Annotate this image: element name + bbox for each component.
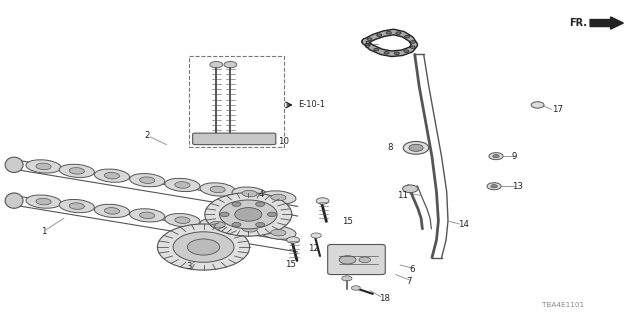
Ellipse shape bbox=[232, 187, 267, 200]
Circle shape bbox=[489, 153, 503, 160]
Circle shape bbox=[374, 48, 379, 51]
Text: 10: 10 bbox=[278, 137, 289, 146]
FancyArrow shape bbox=[590, 17, 623, 29]
Ellipse shape bbox=[242, 226, 257, 232]
Circle shape bbox=[339, 256, 356, 264]
Ellipse shape bbox=[130, 209, 164, 222]
Text: FR.: FR. bbox=[570, 18, 588, 28]
Circle shape bbox=[409, 144, 423, 151]
Text: 14: 14 bbox=[458, 220, 468, 229]
Ellipse shape bbox=[261, 226, 296, 239]
Circle shape bbox=[287, 237, 300, 243]
Ellipse shape bbox=[140, 177, 155, 183]
Circle shape bbox=[256, 202, 265, 206]
Ellipse shape bbox=[95, 204, 129, 218]
Circle shape bbox=[493, 155, 499, 158]
Ellipse shape bbox=[104, 208, 120, 214]
Ellipse shape bbox=[200, 218, 235, 231]
Circle shape bbox=[224, 61, 237, 68]
Circle shape bbox=[377, 34, 382, 36]
Ellipse shape bbox=[104, 172, 120, 179]
Text: 18: 18 bbox=[379, 294, 390, 303]
Circle shape bbox=[232, 202, 241, 206]
Text: 4: 4 bbox=[259, 190, 264, 199]
Circle shape bbox=[403, 141, 429, 154]
Circle shape bbox=[359, 257, 371, 263]
Ellipse shape bbox=[140, 212, 155, 219]
Circle shape bbox=[188, 239, 220, 255]
Text: 5: 5 bbox=[364, 41, 370, 50]
Text: 17: 17 bbox=[552, 105, 563, 114]
Circle shape bbox=[410, 46, 415, 48]
Text: 15: 15 bbox=[342, 217, 353, 226]
Circle shape bbox=[210, 61, 223, 68]
FancyBboxPatch shape bbox=[328, 244, 385, 275]
Circle shape bbox=[220, 212, 229, 217]
Circle shape bbox=[232, 222, 241, 227]
Ellipse shape bbox=[261, 191, 296, 204]
Circle shape bbox=[367, 38, 372, 41]
Text: E-10-1: E-10-1 bbox=[298, 100, 325, 109]
Ellipse shape bbox=[36, 163, 51, 170]
Text: 11: 11 bbox=[397, 191, 408, 200]
Circle shape bbox=[365, 43, 371, 46]
FancyBboxPatch shape bbox=[193, 133, 276, 145]
Ellipse shape bbox=[60, 199, 94, 213]
Circle shape bbox=[384, 52, 389, 54]
Circle shape bbox=[235, 208, 262, 221]
Circle shape bbox=[173, 232, 234, 262]
Ellipse shape bbox=[210, 221, 225, 228]
Ellipse shape bbox=[36, 198, 51, 205]
Ellipse shape bbox=[95, 169, 129, 182]
Ellipse shape bbox=[271, 194, 286, 201]
Ellipse shape bbox=[242, 190, 257, 197]
Ellipse shape bbox=[5, 193, 23, 208]
Circle shape bbox=[394, 52, 399, 55]
Text: 8: 8 bbox=[387, 143, 393, 152]
Text: 15: 15 bbox=[285, 260, 296, 269]
Ellipse shape bbox=[130, 173, 164, 187]
Text: 13: 13 bbox=[512, 182, 523, 191]
Circle shape bbox=[311, 233, 321, 238]
Circle shape bbox=[386, 32, 391, 34]
Ellipse shape bbox=[200, 183, 235, 196]
Ellipse shape bbox=[69, 203, 84, 209]
Circle shape bbox=[220, 200, 277, 229]
Ellipse shape bbox=[175, 182, 190, 188]
Text: 7: 7 bbox=[406, 277, 412, 286]
Circle shape bbox=[256, 222, 265, 227]
Text: 2: 2 bbox=[145, 131, 150, 140]
Circle shape bbox=[531, 102, 544, 108]
Text: 3: 3 bbox=[186, 262, 191, 271]
Text: 9: 9 bbox=[512, 152, 517, 161]
Ellipse shape bbox=[232, 222, 267, 236]
Circle shape bbox=[404, 36, 410, 38]
Circle shape bbox=[404, 50, 409, 52]
Ellipse shape bbox=[26, 160, 61, 173]
Circle shape bbox=[157, 224, 250, 270]
Ellipse shape bbox=[5, 157, 23, 172]
Ellipse shape bbox=[69, 168, 84, 174]
Circle shape bbox=[403, 185, 418, 193]
Ellipse shape bbox=[175, 217, 190, 223]
Ellipse shape bbox=[271, 229, 286, 236]
Ellipse shape bbox=[26, 195, 61, 208]
Circle shape bbox=[491, 185, 497, 188]
Ellipse shape bbox=[165, 178, 200, 192]
Circle shape bbox=[268, 212, 276, 217]
Circle shape bbox=[205, 193, 292, 236]
Circle shape bbox=[351, 286, 360, 290]
Circle shape bbox=[487, 183, 501, 190]
Circle shape bbox=[396, 32, 401, 34]
Text: 1: 1 bbox=[41, 228, 46, 236]
Circle shape bbox=[342, 276, 352, 281]
Ellipse shape bbox=[165, 213, 200, 227]
Text: 12: 12 bbox=[308, 244, 319, 253]
Circle shape bbox=[316, 198, 329, 204]
Text: TBA4E1101: TBA4E1101 bbox=[542, 302, 584, 308]
Circle shape bbox=[410, 41, 415, 43]
Ellipse shape bbox=[210, 186, 225, 193]
Ellipse shape bbox=[60, 164, 94, 178]
Text: 6: 6 bbox=[409, 265, 415, 274]
